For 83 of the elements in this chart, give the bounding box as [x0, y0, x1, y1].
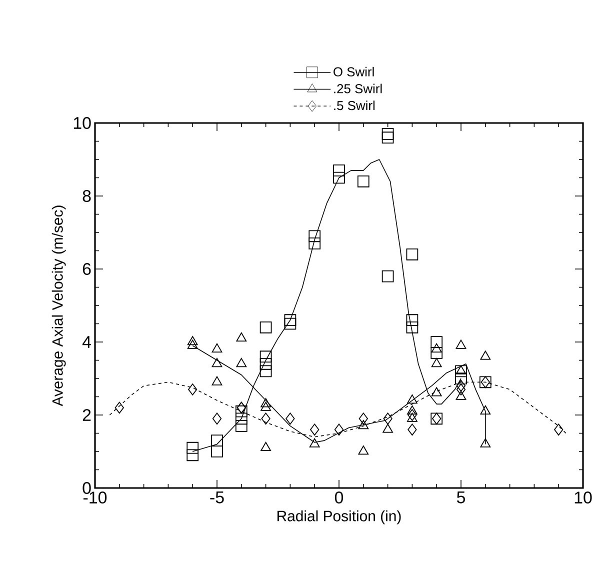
- x-tick-label: 5: [456, 492, 465, 504]
- point: [430, 336, 443, 348]
- y-tick-label: 2: [82, 409, 91, 421]
- legend-label: .25 Swirl: [334, 84, 382, 94]
- point: [186, 449, 199, 462]
- point: [456, 384, 466, 396]
- point: [407, 405, 418, 415]
- point: [260, 350, 272, 363]
- point: [236, 332, 247, 342]
- point: [431, 358, 442, 368]
- point: [456, 390, 466, 400]
- x-tick-label: 0: [334, 492, 344, 504]
- point: [407, 394, 418, 404]
- point: [236, 358, 247, 368]
- point: [212, 358, 222, 368]
- point: [284, 314, 296, 326]
- y-tick-label: 8: [82, 190, 91, 202]
- point: [211, 446, 223, 458]
- point: [406, 314, 418, 326]
- y-tick-label: 6: [82, 263, 91, 275]
- point: [480, 438, 491, 448]
- point: [480, 405, 491, 415]
- point: [235, 420, 248, 432]
- point: [456, 365, 466, 374]
- y-tick-label: 10: [74, 117, 91, 129]
- y-tick-label: 0: [82, 482, 91, 494]
- point: [235, 412, 248, 425]
- point: [431, 387, 442, 396]
- point: [260, 358, 272, 370]
- point: [260, 321, 272, 334]
- point: [358, 446, 369, 455]
- point: [334, 424, 344, 436]
- point: [406, 321, 418, 334]
- point: [186, 442, 199, 454]
- point: [260, 398, 271, 408]
- x-tick-label: -10: [84, 492, 107, 504]
- point: [260, 402, 271, 411]
- point: [187, 336, 198, 346]
- point: [358, 412, 368, 425]
- point: [260, 442, 271, 452]
- legend-label: .5 Swirl: [334, 100, 375, 110]
- point: [212, 343, 222, 352]
- point: [456, 340, 466, 349]
- point: [382, 128, 394, 140]
- point: [554, 424, 564, 436]
- point: [308, 230, 321, 242]
- point: [408, 424, 417, 436]
- point: [455, 365, 467, 378]
- point: [261, 412, 270, 425]
- point: [333, 164, 345, 176]
- point: [284, 318, 296, 330]
- point: [430, 347, 443, 359]
- point: [480, 350, 491, 360]
- y-axis-title: Average Axial Velocity (m/sec): [52, 206, 66, 406]
- point: [455, 372, 467, 384]
- point: [382, 424, 393, 433]
- x-axis-title: Radial Position (in): [278, 510, 401, 524]
- point: [358, 420, 369, 430]
- x-tick-label: -5: [210, 492, 224, 504]
- point: [260, 365, 272, 378]
- point: [187, 340, 198, 349]
- point: [188, 384, 198, 396]
- point: [406, 248, 418, 260]
- point: [333, 172, 345, 184]
- point: [382, 132, 394, 144]
- point: [383, 412, 392, 425]
- point: [310, 424, 320, 436]
- point: [408, 409, 417, 421]
- point: [212, 376, 222, 386]
- point: [286, 412, 295, 425]
- point: [407, 412, 418, 422]
- legend-label: O Swirl: [334, 66, 374, 76]
- point: [357, 175, 370, 188]
- point: [212, 412, 222, 425]
- y-tick-label: 4: [82, 336, 91, 348]
- point: [211, 434, 223, 446]
- x-tick-label: 10: [574, 492, 592, 504]
- point: [431, 343, 442, 352]
- point: [309, 438, 320, 448]
- point: [235, 405, 248, 418]
- point: [382, 270, 394, 282]
- point: [114, 402, 124, 414]
- point: [308, 238, 321, 250]
